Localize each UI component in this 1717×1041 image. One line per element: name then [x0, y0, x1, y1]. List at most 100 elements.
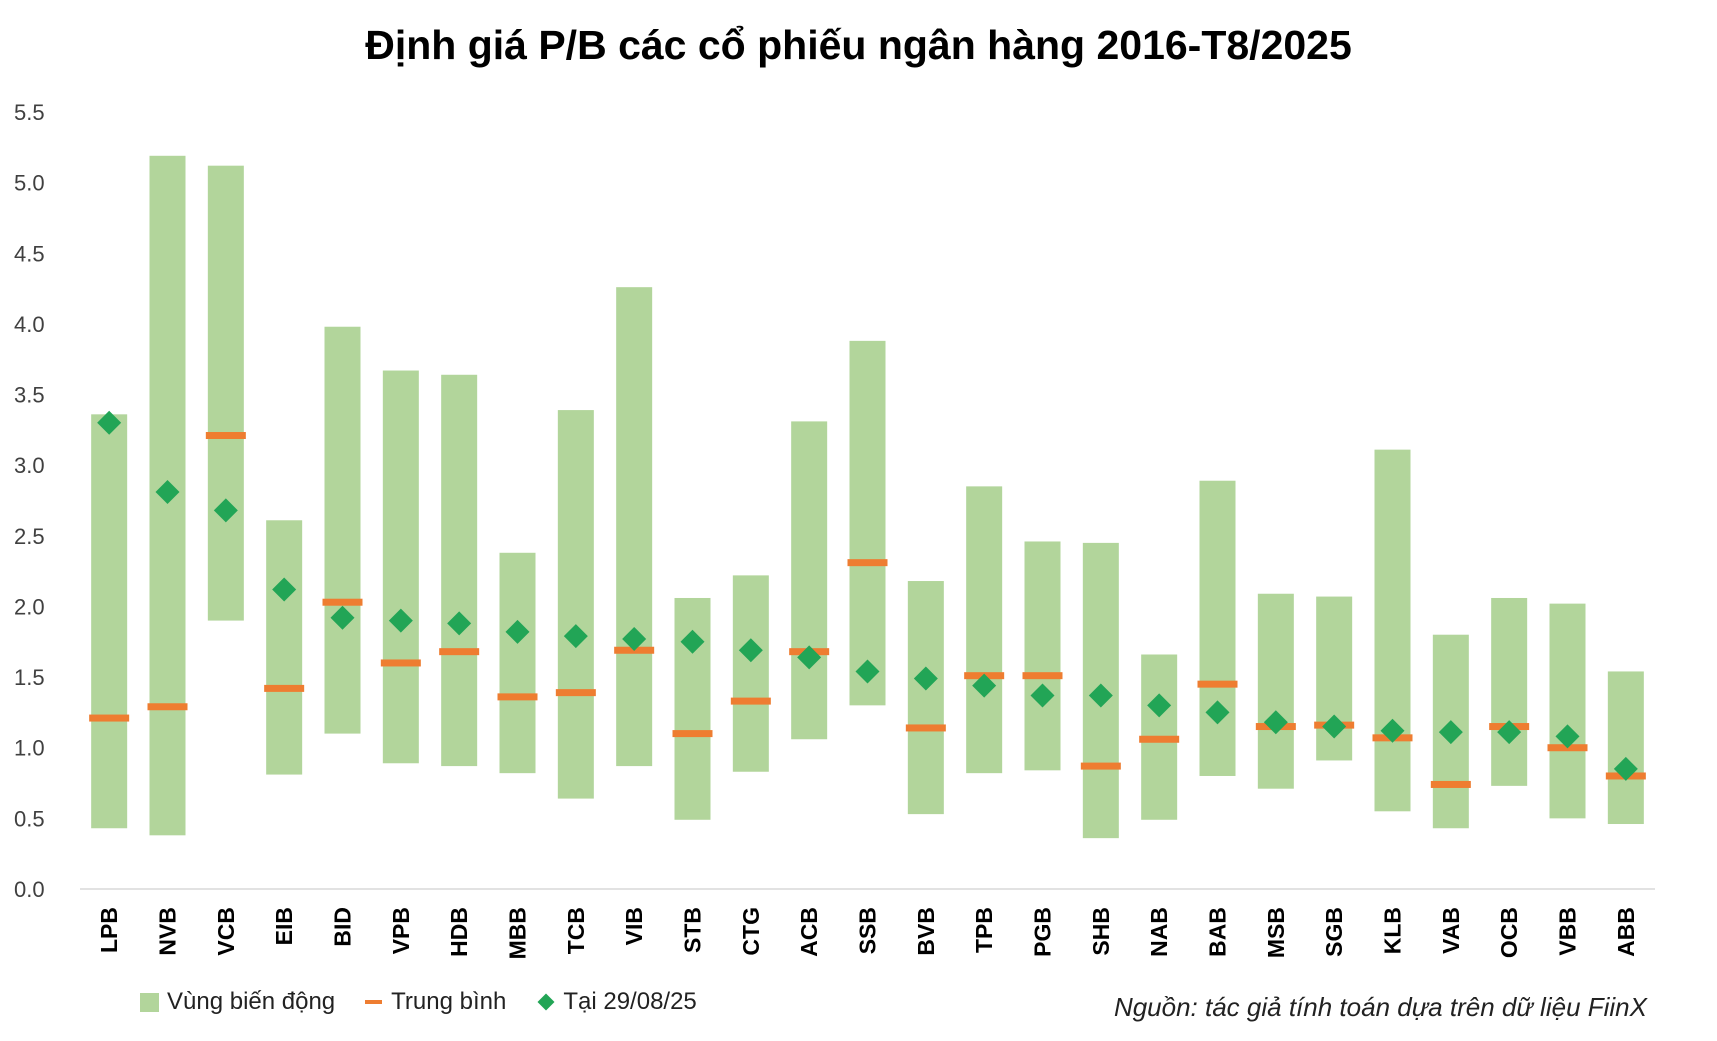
y-tick-label: 1.5 — [14, 665, 45, 690]
range-bar-tcb — [557, 410, 594, 799]
range-bar-ssb — [849, 340, 886, 706]
range-bar-vbb — [1549, 603, 1586, 819]
x-tick-label: MBB — [505, 907, 531, 959]
x-tick-label: SHB — [1088, 907, 1114, 956]
current-marker-ocb — [1497, 720, 1522, 745]
legend-average-label: Trung bình — [391, 988, 507, 1015]
range-bar-abb — [1607, 671, 1644, 825]
y-tick-label: 0.0 — [14, 877, 45, 902]
range-bar-ocb — [1491, 597, 1528, 786]
y-tick-label: 2.5 — [14, 524, 45, 549]
average-mark-bab — [1197, 680, 1238, 688]
range-bar-bid — [324, 326, 361, 734]
average-mark-vcb — [205, 432, 246, 440]
current-marker-nab — [1147, 693, 1172, 718]
legend-range-swatch — [140, 992, 159, 1012]
legend-current-diamond — [537, 993, 555, 1011]
x-tick-label: HDB — [446, 907, 472, 957]
x-tick-label: VCB — [213, 907, 239, 956]
x-tick-label: TPB — [971, 907, 997, 953]
x-tick-label: STB — [680, 907, 706, 953]
current-marker-abb — [1613, 756, 1638, 781]
x-tick-label: BAB — [1205, 907, 1231, 957]
range-bars — [91, 155, 1644, 839]
y-tick-label: 0.5 — [14, 806, 45, 831]
average-mark-pgb — [1022, 672, 1063, 680]
range-bar-hdb — [441, 374, 478, 767]
average-mark-ctg — [730, 697, 771, 705]
average-mark-vpb — [380, 659, 421, 667]
current-marker-bab — [1205, 700, 1230, 725]
current-marker-tcb — [563, 624, 588, 649]
current-marker-eib — [272, 577, 297, 602]
range-bar-vcb — [207, 165, 244, 621]
x-tick-label: NVB — [155, 907, 181, 956]
current-marker-klb — [1380, 718, 1405, 743]
current-marker-lpb — [97, 410, 122, 435]
current-marker-acb — [797, 645, 822, 670]
current-marker-ssb — [855, 659, 880, 684]
average-mark-stb — [672, 730, 713, 738]
y-tick-label: 5.5 — [14, 100, 45, 125]
current-marker-nvb — [155, 480, 180, 505]
x-tick-label: TCB — [563, 907, 589, 954]
legend-current-label: Tại 29/08/25 — [563, 988, 697, 1015]
current-marker-ctg — [738, 638, 763, 663]
x-tick-label: BID — [330, 907, 356, 947]
x-tick-label: LPB — [96, 907, 122, 953]
y-tick-label: 4.0 — [14, 312, 45, 337]
average-mark-mbb — [497, 693, 538, 701]
current-marker-vpb — [388, 608, 413, 633]
average-mark-bid — [322, 598, 363, 606]
x-tick-label: MSB — [1263, 907, 1289, 958]
average-mark-nab — [1139, 735, 1180, 743]
range-bar-lpb — [91, 414, 128, 829]
current-marker-msb — [1263, 710, 1288, 735]
range-bar-vpb — [382, 370, 419, 764]
current-marker-tpb — [972, 673, 997, 698]
legend-average-dash — [365, 1000, 383, 1004]
average-mark-ssb — [847, 559, 888, 567]
current-marker-bid — [330, 605, 355, 630]
x-tick-label: VPB — [388, 907, 414, 954]
average-mark-hdb — [439, 648, 480, 656]
current-marker-stb — [680, 629, 705, 654]
range-bar-eib — [266, 520, 303, 775]
range-bar-vib — [616, 287, 653, 767]
legend: Vùng biến động Trung bình Tại 29/08/25 — [140, 988, 727, 1016]
y-tick-label: 4.5 — [14, 241, 45, 266]
y-tick-label: 5.0 — [14, 171, 45, 196]
x-tick-label: ABB — [1613, 907, 1639, 957]
current-marker-pgb — [1030, 683, 1055, 708]
x-tick-label: NAB — [1146, 907, 1172, 957]
average-mark-shb — [1080, 762, 1121, 770]
current-marker-vbb — [1555, 724, 1580, 749]
average-mark-vab — [1430, 780, 1471, 788]
range-bar-tpb — [966, 486, 1003, 774]
x-tick-label: PGB — [1030, 907, 1056, 957]
range-bar-acb — [791, 421, 828, 740]
average-mark-bvb — [905, 724, 946, 732]
range-bar-ctg — [732, 575, 769, 772]
range-bar-klb — [1374, 449, 1411, 812]
current-marker-sgb — [1322, 714, 1347, 739]
legend-item-range: Vùng biến động — [140, 988, 335, 1016]
legend-range-label: Vùng biến động — [167, 988, 336, 1015]
y-tick-label: 2.0 — [14, 594, 45, 619]
x-tick-label: EIB — [271, 907, 297, 945]
range-bar-bab — [1199, 480, 1236, 776]
x-tick-label: CTG — [738, 907, 764, 956]
chart-title: Định giá P/B các cổ phiếu ngân hàng 2016… — [365, 22, 1352, 68]
x-tick-label: KLB — [1380, 907, 1406, 954]
legend-item-average: Trung bình — [365, 988, 506, 1016]
legend-item-current: Tại 29/08/25 — [536, 988, 697, 1016]
y-axis: 0.0 0.5 1.0 1.5 2.0 2.5 3.0 3.5 4.0 4.5 5.0 5.5 — [14, 100, 45, 902]
x-tick-label: SSB — [855, 907, 881, 954]
range-bar-mbb — [499, 552, 536, 774]
x-tick-label: VAB — [1438, 907, 1464, 954]
range-bar-msb — [1257, 593, 1294, 789]
average-mark-eib — [264, 684, 305, 692]
y-tick-label: 3.0 — [14, 453, 45, 478]
x-tick-label: OCB — [1496, 907, 1522, 958]
